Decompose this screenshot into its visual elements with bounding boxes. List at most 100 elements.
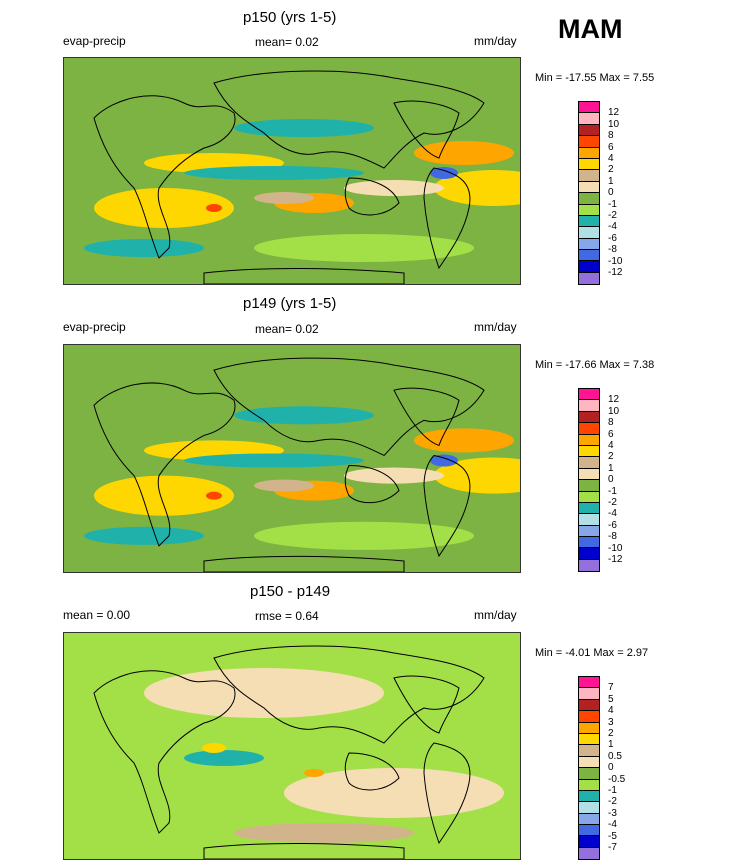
panel-3-map: [63, 632, 521, 860]
panel-2-variable-label: evap-precip: [63, 320, 126, 334]
colorbar-level-label: -1: [608, 198, 617, 210]
coastline: [423, 454, 471, 558]
colorbar-level-label: -4: [608, 508, 617, 520]
panel-1-variable-label: evap-precip: [63, 34, 126, 48]
colorbar-swatch: [579, 227, 599, 239]
coastline: [393, 387, 460, 447]
panel-3-rmse-label: rmse = 0.64: [255, 609, 319, 623]
colorbar-swatch: [579, 756, 599, 769]
colorbar-level-label: 12: [608, 107, 620, 119]
coastline: [93, 95, 236, 259]
colorbar-level-label: -6: [608, 232, 617, 244]
coastline: [423, 742, 471, 845]
colorbar-level-label: -12: [608, 554, 623, 565]
colorbar-swatch: [579, 825, 599, 837]
colorbar-level-label: -10: [608, 542, 623, 554]
colorbar-swatch: [579, 389, 599, 401]
colorbar-level-label: -5: [608, 830, 617, 842]
panel-2-colorbar: [578, 388, 600, 573]
colorbar-level-label: 3: [608, 716, 614, 728]
panel-1-title: p150 (yrs 1-5): [243, 9, 337, 26]
panel-2-mean-label: mean= 0.02: [255, 322, 319, 336]
colorbar-level-label: 2: [608, 451, 614, 463]
coastline: [344, 465, 400, 504]
colorbar-swatch: [579, 272, 599, 285]
colorbar-level-label: -10: [608, 255, 623, 267]
field-contours: [64, 633, 520, 859]
colorbar-swatch: [579, 158, 599, 171]
coastline: [213, 357, 485, 457]
colorbar-level-label: 8: [608, 417, 614, 429]
colorbar-swatch: [579, 204, 599, 216]
colorbar-level-label: 7: [608, 682, 614, 694]
colorbar-level-label: -2: [608, 210, 617, 221]
season-title: MAM: [558, 14, 623, 44]
colorbar-level-label: -8: [608, 531, 617, 543]
coastline: [344, 177, 400, 216]
colorbar-level-label: 0: [608, 187, 614, 199]
colorbar-swatch: [579, 836, 599, 848]
colorbar-level-label: 10: [608, 118, 620, 130]
colorbar-swatch: [579, 779, 599, 791]
panel-3-units-label: mm/day: [474, 608, 517, 622]
colorbar-level-label: 6: [608, 141, 614, 153]
coastline: [213, 645, 485, 744]
colorbar-level-label: 1: [608, 462, 614, 474]
colorbar-level-label: 0.5: [608, 750, 622, 762]
coastline: [344, 752, 400, 791]
coastline: [203, 267, 405, 284]
colorbar-swatch: [579, 813, 599, 826]
colorbar-level-label: 0: [608, 474, 614, 486]
colorbar-level-label: 4: [608, 153, 614, 164]
colorbar-swatch: [579, 711, 599, 723]
field-contours: [64, 345, 520, 572]
colorbar-swatch: [579, 480, 599, 492]
colorbar-level-label: 2: [608, 728, 614, 739]
panel-3-colorbar: [578, 676, 600, 861]
colorbar-swatch: [579, 124, 599, 137]
colorbar-level-label: -4: [608, 221, 617, 233]
colorbar-swatch: [579, 688, 599, 700]
colorbar-level-label: -6: [608, 519, 617, 531]
colorbar-swatch: [579, 445, 599, 458]
colorbar-level-label: 1: [608, 739, 614, 751]
colorbar-level-label: -1: [608, 785, 617, 796]
colorbar-swatch: [579, 768, 599, 780]
colorbar-swatch: [579, 400, 599, 412]
colorbar-level-label: 5: [608, 693, 614, 705]
coastline: [93, 670, 236, 834]
colorbar-level-label: 4: [608, 440, 614, 451]
colorbar-swatch: [579, 102, 599, 114]
panel-2-map: [63, 344, 521, 573]
colorbar-level-label: -7: [608, 842, 617, 853]
coastline: [93, 382, 236, 547]
colorbar-level-label: -0.5: [608, 773, 626, 785]
coastline: [423, 167, 471, 270]
coastline: [203, 842, 405, 859]
panel-2-min-max: Min = -17.66 Max = 7.38: [535, 359, 655, 371]
colorbar-swatch: [579, 537, 599, 549]
colorbar-swatch: [579, 423, 599, 435]
panel-1-mean-label: mean= 0.02: [255, 35, 319, 49]
colorbar-swatch: [579, 525, 599, 538]
panel-2-units-label: mm/day: [474, 320, 517, 334]
colorbar-swatch: [579, 548, 599, 560]
panel-1-colorbar: [578, 101, 600, 286]
panel-3-title: p150 - p149: [250, 583, 331, 600]
colorbar-swatch: [579, 215, 599, 228]
colorbar-swatch: [579, 745, 599, 757]
colorbar-swatch: [579, 790, 599, 803]
colorbar-swatch: [579, 677, 599, 689]
panel-1-min-max: Min = -17.55 Max = 7.55: [535, 72, 655, 84]
colorbar-level-label: -1: [608, 485, 617, 497]
colorbar-swatch: [579, 147, 599, 159]
colorbar-level-label: -3: [608, 807, 617, 819]
colorbar-swatch: [579, 181, 599, 194]
colorbar-level-label: 12: [608, 394, 620, 406]
colorbar-swatch: [579, 457, 599, 469]
colorbar-swatch: [579, 491, 599, 503]
colorbar-swatch: [579, 559, 599, 572]
colorbar-swatch: [579, 502, 599, 515]
colorbar-swatch: [579, 238, 599, 251]
colorbar-swatch: [579, 514, 599, 526]
